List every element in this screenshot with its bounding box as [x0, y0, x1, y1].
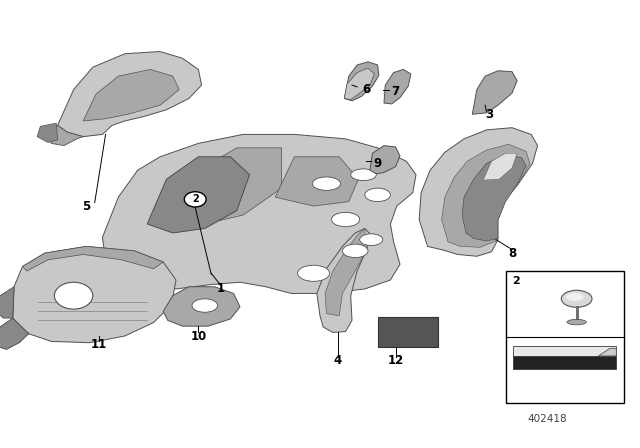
Polygon shape [370, 146, 400, 174]
Bar [513, 356, 616, 369]
Polygon shape [472, 71, 517, 114]
Text: 12: 12 [387, 354, 404, 367]
Polygon shape [147, 157, 250, 233]
Polygon shape [179, 148, 282, 224]
Ellipse shape [561, 290, 592, 307]
Ellipse shape [567, 319, 586, 325]
Ellipse shape [192, 299, 218, 312]
Bar [513, 346, 616, 356]
Text: 10: 10 [190, 329, 207, 343]
Polygon shape [163, 287, 240, 326]
Ellipse shape [566, 293, 584, 301]
Text: 4: 4 [334, 354, 342, 367]
Polygon shape [384, 69, 411, 104]
FancyBboxPatch shape [506, 271, 624, 403]
Ellipse shape [342, 244, 368, 258]
Text: 402418: 402418 [527, 414, 567, 424]
Polygon shape [317, 228, 371, 332]
Polygon shape [0, 287, 14, 318]
Ellipse shape [312, 177, 340, 190]
Ellipse shape [298, 265, 330, 281]
Text: 11: 11 [91, 338, 108, 352]
Text: 3: 3 [486, 108, 493, 121]
Polygon shape [344, 68, 374, 99]
Text: 2: 2 [192, 194, 198, 204]
Polygon shape [48, 125, 83, 146]
Polygon shape [598, 349, 616, 356]
Ellipse shape [351, 169, 376, 181]
Text: 7: 7 [392, 85, 399, 99]
Ellipse shape [332, 212, 360, 227]
Polygon shape [419, 128, 538, 256]
Polygon shape [83, 69, 179, 121]
Text: 8: 8 [508, 246, 516, 260]
Text: 5: 5 [83, 199, 90, 213]
Polygon shape [37, 123, 58, 142]
Ellipse shape [54, 282, 93, 309]
Bar [378, 317, 438, 347]
Polygon shape [58, 52, 202, 137]
Polygon shape [442, 144, 530, 247]
Text: 6: 6 [362, 83, 370, 96]
Text: 1: 1 [217, 282, 225, 296]
Circle shape [184, 192, 206, 207]
Text: 9: 9 [374, 157, 381, 170]
Polygon shape [22, 246, 163, 271]
Polygon shape [462, 155, 526, 241]
Polygon shape [13, 246, 176, 343]
Polygon shape [344, 62, 379, 101]
Text: 2: 2 [512, 276, 520, 286]
Ellipse shape [365, 188, 390, 202]
Ellipse shape [360, 234, 383, 246]
Polygon shape [483, 153, 517, 180]
Polygon shape [325, 228, 366, 316]
Polygon shape [0, 318, 29, 349]
Polygon shape [275, 157, 358, 206]
Polygon shape [102, 134, 416, 293]
